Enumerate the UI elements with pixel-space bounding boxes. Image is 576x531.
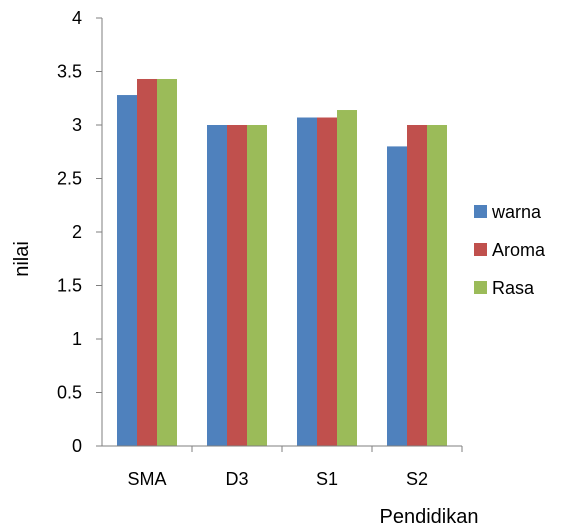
bar-aroma-d3 (227, 125, 247, 446)
bar-warna-d3 (207, 125, 227, 446)
y-tick-label: 0.5 (57, 383, 82, 403)
y-tick-label: 4 (72, 8, 82, 28)
bar-warna-sma (117, 95, 137, 446)
y-tick-label: 3.5 (57, 62, 82, 82)
y-tick-label: 3 (72, 115, 82, 135)
legend-swatch (474, 281, 487, 294)
legend-label: warna (491, 202, 542, 222)
y-tick-label: 1.5 (57, 276, 82, 296)
bar-aroma-sma (137, 78, 157, 447)
x-tick-label: D3 (225, 469, 248, 489)
y-tick-label: 2.5 (57, 169, 82, 189)
y-axis-label: nilai (11, 241, 33, 277)
category-labels: SMA D3 S1 S2 (127, 446, 463, 489)
x-tick-label: SMA (127, 469, 166, 489)
bar-group (117, 78, 447, 447)
legend-swatch (474, 205, 487, 218)
legend-label: Aroma (492, 240, 546, 260)
x-axis-label: Pendidikan (380, 506, 479, 528)
bar-rasa-s2 (427, 125, 447, 446)
bar-aroma-s2 (407, 125, 427, 446)
legend: warna Aroma Rasa (474, 202, 546, 298)
x-tick-label: S2 (406, 469, 428, 489)
y-tick-label: 1 (72, 329, 82, 349)
bar-rasa-d3 (247, 125, 267, 446)
bar-aroma-s1 (317, 117, 337, 446)
y-tick-label: 2 (72, 222, 82, 242)
bar-warna-s2 (387, 146, 407, 446)
y-axis-ticks: 0 0.5 1 1.5 2 2.5 3 3.5 4 (57, 8, 102, 456)
legend-label: Rasa (492, 278, 535, 298)
bar-rasa-s1 (337, 110, 357, 447)
bar-rasa-sma (157, 78, 177, 447)
legend-swatch (474, 243, 487, 256)
y-tick-label: 0 (72, 436, 82, 456)
bar-warna-s1 (297, 117, 317, 446)
x-tick-label: S1 (316, 469, 338, 489)
